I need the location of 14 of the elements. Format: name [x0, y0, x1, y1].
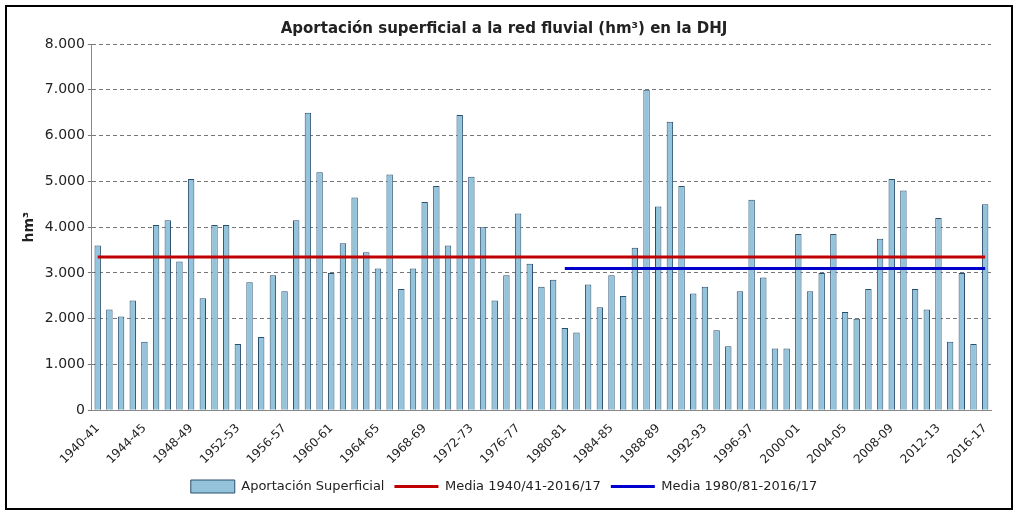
y-tick-label: 1.000 [44, 355, 85, 372]
y-tick-label: 7.000 [44, 80, 85, 97]
y-tick-label: 0 [75, 401, 85, 417]
y-tick-label: 8.000 [44, 34, 85, 51]
y-axis-title: hm³ [20, 211, 37, 243]
y-tick-label: 2.000 [44, 309, 85, 326]
legend-label: Media 1980/81-2016/17 [661, 477, 818, 493]
legend-label: Media 1940/41-2016/17 [444, 477, 601, 493]
chart-title: Aportación superficial a la red fluvial (hm³) en la DHJ [280, 18, 728, 37]
y-tick-label: 4.000 [44, 217, 85, 234]
legend-label: Aportación Superficial [241, 477, 385, 493]
y-tick-label: 6.000 [44, 126, 85, 143]
y-tick-label: 5.000 [44, 172, 85, 189]
y-tick-label: 3.000 [44, 263, 85, 280]
